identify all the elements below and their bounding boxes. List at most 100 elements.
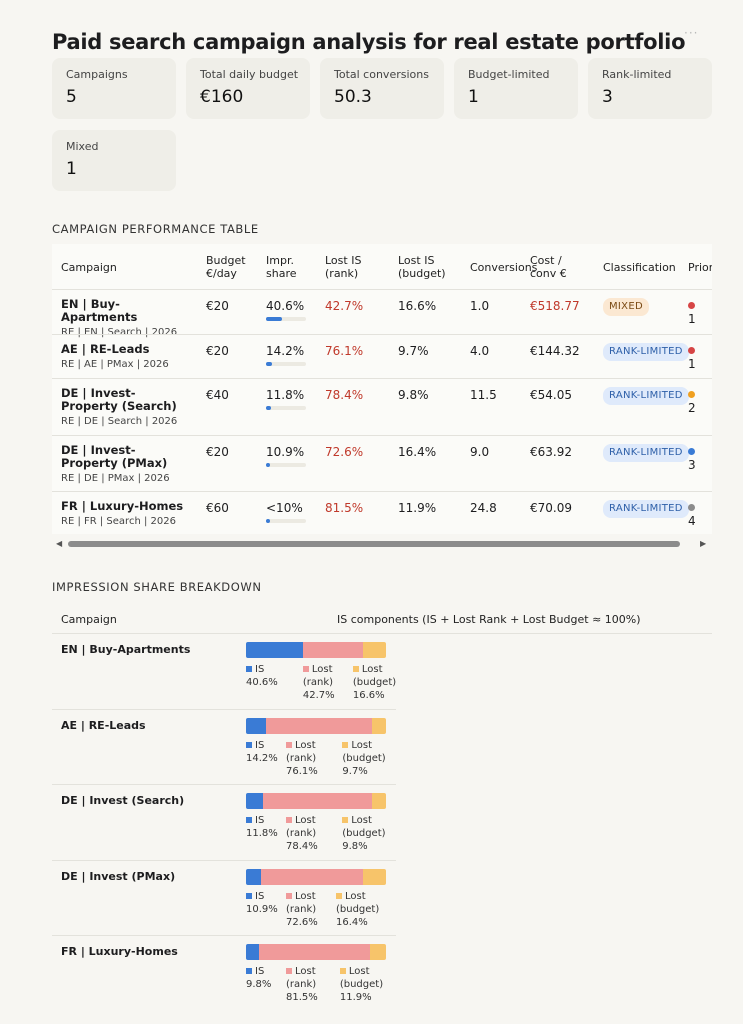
scroll-left-icon[interactable]: ◀ xyxy=(56,539,63,548)
is-stacked-bar xyxy=(246,642,386,658)
legend-is-value: 11.8% xyxy=(246,828,278,839)
campaign-cell: AE | RE-Leads RE | AE | PMax | 2026 xyxy=(61,343,191,372)
legend-lost-budget: Lost (budget) 11.9% xyxy=(339,965,384,1004)
legend-is-swatch xyxy=(246,666,252,672)
legend-rank-swatch xyxy=(286,968,292,974)
priority-dot-icon xyxy=(688,347,695,354)
lost-rank-segment xyxy=(302,642,363,658)
priority-value: 1 xyxy=(688,312,696,326)
legend-is-label: IS xyxy=(255,739,265,751)
budget-cell: €60 xyxy=(206,501,229,515)
legend-is-value: 40.6% xyxy=(246,677,278,688)
header-budget[interactable]: Budget €/day xyxy=(206,254,246,280)
kpi-label: Rank-limited xyxy=(602,68,672,81)
header-priority[interactable]: Prior xyxy=(688,261,712,274)
legend-rank-value: 72.6% xyxy=(286,916,318,928)
lost-budget-segment xyxy=(372,717,386,734)
budget-cell: €20 xyxy=(206,344,229,358)
conversions-cell: 24.8 xyxy=(470,501,497,515)
header-lost-budget[interactable]: Lost IS (budget) xyxy=(398,254,446,280)
lost-rank-cell: 76.1% xyxy=(325,344,364,358)
breakdown-row: DE | Invest (PMax) IS 10.9% Lost (rank) 72.6… xyxy=(52,859,396,935)
legend-budget-swatch xyxy=(342,741,349,748)
horizontal-scrollbar[interactable]: ◀ ▶ xyxy=(52,538,712,550)
classification-cell: RANK-LIMITED xyxy=(603,444,689,462)
campaign-name: DE | Invest-Property (PMax) xyxy=(61,443,168,470)
kpi-value: 50.3 xyxy=(334,87,372,107)
legend-lost-rank: Lost (rank) 72.6% xyxy=(286,890,318,929)
breakdown-campaign-name: AE | RE-Leads xyxy=(61,718,146,732)
is-stacked-bar xyxy=(246,717,386,734)
breakdown-campaign-name: DE | Invest (Search) xyxy=(61,794,185,807)
performance-table-scroll-area[interactable]: Campaign Budget €/day Impr. share Lost I… xyxy=(52,244,712,534)
kpi-value: 1 xyxy=(66,159,77,179)
scroll-right-icon[interactable]: ▶ xyxy=(700,539,707,548)
header-campaign[interactable]: Campaign xyxy=(61,261,117,274)
lost-budget-cell: 16.4% xyxy=(398,445,437,459)
legend-is-label: IS xyxy=(255,664,265,675)
kpi-label: Mixed xyxy=(66,140,99,153)
more-options-icon[interactable]: ··· xyxy=(684,26,699,40)
legend-rank-label: Lost (rank) xyxy=(286,739,317,764)
lost-rank-cell: 81.5% xyxy=(325,501,364,515)
legend-budget-value: 16.4% xyxy=(336,916,368,928)
impr-share-cell: 11.8% xyxy=(266,388,305,402)
kpi-value: 5 xyxy=(66,87,77,107)
legend-lost-rank: Lost (rank) 81.5% xyxy=(286,965,318,1004)
kpi-label: Budget-limited xyxy=(468,68,550,81)
impr-share-bar xyxy=(266,463,306,467)
legend-budget-label: Lost (budget) xyxy=(339,966,384,990)
kpi-value: €160 xyxy=(200,87,244,107)
is-segment xyxy=(246,944,260,960)
conversions-cell: 1.0 xyxy=(470,299,490,313)
legend-rank-label: Lost (rank) xyxy=(286,815,317,839)
header-impr-share[interactable]: Impr. share xyxy=(266,254,297,280)
scroll-thumb[interactable] xyxy=(68,541,680,547)
classification-badge: RANK-LIMITED xyxy=(603,387,689,405)
lost-budget-cell: 11.9% xyxy=(398,501,437,515)
table-row[interactable]: DE | Invest-Property (Search) RE | DE | S… xyxy=(52,378,712,435)
lost-budget-segment xyxy=(362,642,386,658)
campaign-cell: DE | Invest-Property (Search) RE | DE | S… xyxy=(61,387,191,429)
lost-rank-segment xyxy=(265,717,373,734)
table-row[interactable]: DE | Invest-Property (PMax) RE | DE | PMa… xyxy=(52,435,712,491)
kpi-label: Total conversions xyxy=(334,68,429,81)
legend-rank-value: 81.5% xyxy=(286,992,318,1003)
is-segment xyxy=(246,642,303,658)
classification-badge: MIXED xyxy=(603,298,649,316)
legend-budget-label: Lost (budget) xyxy=(352,664,397,688)
classification-badge: RANK-LIMITED xyxy=(603,343,689,361)
priority-cell: 4 xyxy=(688,504,696,528)
lost-budget-cell: 16.6% xyxy=(398,299,437,313)
budget-cell: €20 xyxy=(206,445,229,459)
classification-badge: RANK-LIMITED xyxy=(603,444,689,462)
budget-cell: €20 xyxy=(206,299,229,313)
legend-lost-rank: Lost (rank) 78.4% xyxy=(286,814,318,853)
table-row[interactable]: FR | Luxury-Homes RE | FR | Search | 2026… xyxy=(52,491,712,534)
kpi-card-mixed: Mixed 1 xyxy=(52,130,176,191)
header-lost-rank[interactable]: Lost IS (rank) xyxy=(325,254,362,280)
legend-budget-value: 11.9% xyxy=(339,992,372,1003)
legend-is-swatch xyxy=(246,741,252,748)
lost-rank-cell: 42.7% xyxy=(325,299,364,313)
legend-rank-swatch xyxy=(286,892,292,899)
priority-value: 3 xyxy=(688,458,696,472)
budget-cell: €40 xyxy=(206,388,229,402)
kpi-label: Total daily budget xyxy=(200,68,299,81)
campaign-cell: FR | Luxury-Homes RE | FR | Search | 2026 xyxy=(61,500,191,529)
breakdown-campaign-name: DE | Invest (PMax) xyxy=(61,869,176,883)
classification-cell: RANK-LIMITED xyxy=(603,500,689,518)
header-conversions[interactable]: Conversions xyxy=(470,261,538,274)
legend-budget-label: Lost (budget) xyxy=(342,739,386,764)
table-row[interactable]: AE | RE-Leads RE | AE | PMax | 2026 €20 14.… xyxy=(52,334,712,378)
breakdown-row: FR | Luxury-Homes IS 9.8% Lost (rank) 81.5% L… xyxy=(52,935,396,1010)
legend-budget-swatch xyxy=(342,817,349,823)
lost-rank-cell: 72.6% xyxy=(325,445,364,459)
header-cost-conv[interactable]: Cost / conv € xyxy=(530,254,567,280)
campaign-path: RE | DE | PMax | 2026 xyxy=(61,473,170,484)
legend-rank-swatch xyxy=(286,741,292,748)
legend-lost-budget: Lost (budget) 9.8% xyxy=(342,814,386,853)
legend-rank-label: Lost (rank) xyxy=(302,664,334,688)
table-row[interactable]: EN | Buy-Apartments RE | EN | Search | 20… xyxy=(52,289,712,338)
header-classification[interactable]: Classification xyxy=(603,261,676,274)
